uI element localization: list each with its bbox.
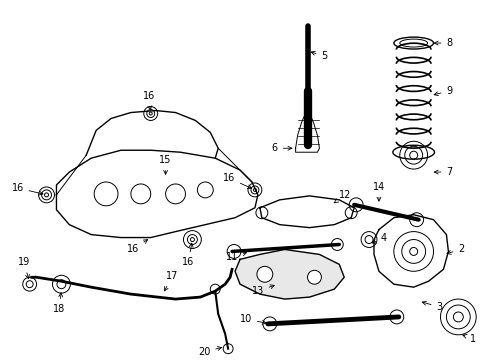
Text: 7: 7 xyxy=(434,167,453,177)
Text: 17: 17 xyxy=(165,271,179,291)
Text: 15: 15 xyxy=(159,155,172,174)
Text: 16: 16 xyxy=(143,91,155,110)
Text: 5: 5 xyxy=(311,51,328,61)
Text: 12: 12 xyxy=(334,190,352,203)
Text: 18: 18 xyxy=(53,293,66,314)
Polygon shape xyxy=(235,249,344,299)
Text: 16: 16 xyxy=(182,243,195,267)
Circle shape xyxy=(308,270,321,284)
Text: 10: 10 xyxy=(240,314,266,324)
Text: 11: 11 xyxy=(226,252,246,262)
Text: 13: 13 xyxy=(251,285,274,296)
Text: 16: 16 xyxy=(223,173,251,189)
Text: 6: 6 xyxy=(271,143,292,153)
Text: 16: 16 xyxy=(126,240,147,255)
Text: 9: 9 xyxy=(434,86,453,96)
Text: 8: 8 xyxy=(434,38,453,48)
Text: 2: 2 xyxy=(447,244,465,255)
Text: 1: 1 xyxy=(463,334,476,344)
Circle shape xyxy=(257,266,273,282)
Text: 19: 19 xyxy=(18,257,30,279)
Text: 20: 20 xyxy=(198,347,221,357)
Text: 3: 3 xyxy=(422,301,442,312)
Text: 16: 16 xyxy=(11,183,43,195)
Text: 14: 14 xyxy=(373,182,385,201)
Text: 4: 4 xyxy=(372,233,387,243)
